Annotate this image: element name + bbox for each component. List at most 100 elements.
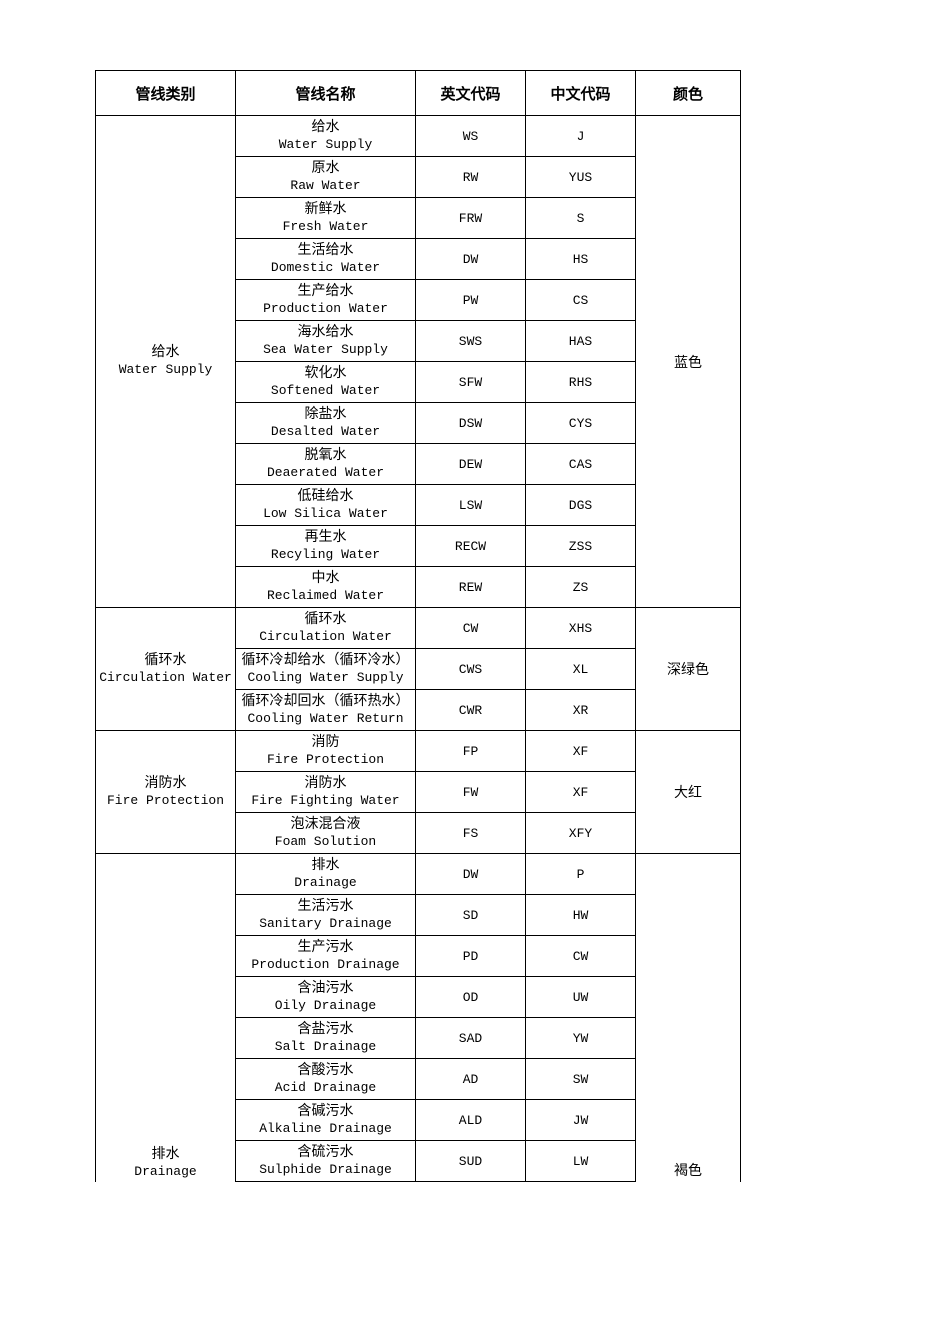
page: 管线类别 管线名称 英文代码 中文代码 颜色 给水Water Supply给水W…: [0, 0, 945, 1337]
name-zh: 含碱污水: [236, 1104, 415, 1121]
name-zh: 低硅给水: [236, 489, 415, 506]
category-cell: 排水Drainage: [96, 854, 236, 1182]
name-cell: 除盐水Desalted Water: [236, 403, 416, 444]
en-code-cell: PW: [416, 280, 526, 321]
name-cell: 含硫污水Sulphide Drainage: [236, 1141, 416, 1182]
table-row: 循环水Circulation Water循环水Circulation Water…: [96, 608, 741, 649]
name-en: Domestic Water: [236, 260, 415, 276]
name-zh: 新鲜水: [236, 202, 415, 219]
name-cell: 再生水Recyling Water: [236, 526, 416, 567]
en-code-cell: LSW: [416, 485, 526, 526]
cn-code-cell: CS: [526, 280, 636, 321]
name-en: Acid Drainage: [236, 1080, 415, 1096]
en-code-cell: REW: [416, 567, 526, 608]
name-en: Foam Solution: [236, 834, 415, 850]
cn-code-cell: ZS: [526, 567, 636, 608]
name-cell: 软化水Softened Water: [236, 362, 416, 403]
name-cell: 含盐污水Salt Drainage: [236, 1018, 416, 1059]
name-cell: 循环冷却给水（循环冷水）Cooling Water Supply: [236, 649, 416, 690]
en-code-cell: DW: [416, 854, 526, 895]
cn-code-cell: ZSS: [526, 526, 636, 567]
category-zh: 消防水: [96, 776, 235, 793]
cn-code-cell: UW: [526, 977, 636, 1018]
cn-code-cell: XHS: [526, 608, 636, 649]
name-zh: 中水: [236, 571, 415, 588]
en-code-cell: FW: [416, 772, 526, 813]
name-zh: 含硫污水: [236, 1145, 415, 1162]
name-cell: 新鲜水Fresh Water: [236, 198, 416, 239]
en-code-cell: DW: [416, 239, 526, 280]
name-cell: 海水给水Sea Water Supply: [236, 321, 416, 362]
name-zh: 排水: [236, 858, 415, 875]
color-cell: 深绿色: [636, 608, 741, 731]
name-en: Alkaline Drainage: [236, 1121, 415, 1137]
name-cell: 生产给水Production Water: [236, 280, 416, 321]
name-cell: 脱氧水Deaerated Water: [236, 444, 416, 485]
name-en: Desalted Water: [236, 424, 415, 440]
header-color: 颜色: [636, 71, 741, 116]
name-zh: 生活污水: [236, 899, 415, 916]
name-en: Deaerated Water: [236, 465, 415, 481]
name-cell: 循环水Circulation Water: [236, 608, 416, 649]
name-zh: 除盐水: [236, 407, 415, 424]
name-en: Sulphide Drainage: [236, 1162, 415, 1178]
en-code-cell: DEW: [416, 444, 526, 485]
en-code-cell: FP: [416, 731, 526, 772]
name-en: Fresh Water: [236, 219, 415, 235]
name-cell: 消防Fire Protection: [236, 731, 416, 772]
name-cell: 含碱污水Alkaline Drainage: [236, 1100, 416, 1141]
cn-code-cell: CAS: [526, 444, 636, 485]
name-zh: 泡沫混合液: [236, 817, 415, 834]
name-en: Circulation Water: [236, 629, 415, 645]
en-code-cell: CW: [416, 608, 526, 649]
cn-code-cell: S: [526, 198, 636, 239]
name-zh: 生活给水: [236, 243, 415, 260]
cn-code-cell: XF: [526, 772, 636, 813]
name-en: Production Drainage: [236, 957, 415, 973]
en-code-cell: CWR: [416, 690, 526, 731]
name-zh: 海水给水: [236, 325, 415, 342]
cn-code-cell: SW: [526, 1059, 636, 1100]
en-code-cell: RECW: [416, 526, 526, 567]
name-zh: 脱氧水: [236, 448, 415, 465]
category-cell: 给水Water Supply: [96, 116, 236, 608]
en-code-cell: AD: [416, 1059, 526, 1100]
category-zh: 排水: [96, 1147, 235, 1164]
name-zh: 软化水: [236, 366, 415, 383]
name-cell: 生活给水Domestic Water: [236, 239, 416, 280]
category-en: Fire Protection: [96, 793, 235, 809]
cn-code-cell: YW: [526, 1018, 636, 1059]
table-row: 给水Water Supply给水Water SupplyWSJ蓝色: [96, 116, 741, 157]
name-en: Softened Water: [236, 383, 415, 399]
en-code-cell: PD: [416, 936, 526, 977]
name-en: Salt Drainage: [236, 1039, 415, 1055]
name-en: Drainage: [236, 875, 415, 891]
en-code-cell: SUD: [416, 1141, 526, 1182]
name-en: Oily Drainage: [236, 998, 415, 1014]
cn-code-cell: DGS: [526, 485, 636, 526]
name-en: Sanitary Drainage: [236, 916, 415, 932]
name-en: Fire Protection: [236, 752, 415, 768]
name-cell: 原水Raw Water: [236, 157, 416, 198]
name-en: Sea Water Supply: [236, 342, 415, 358]
name-zh: 含油污水: [236, 981, 415, 998]
cn-code-cell: HW: [526, 895, 636, 936]
en-code-cell: SAD: [416, 1018, 526, 1059]
table-row: 排水Drainage排水DrainageDWP褐色: [96, 854, 741, 895]
name-en: Low Silica Water: [236, 506, 415, 522]
name-en: Raw Water: [236, 178, 415, 194]
name-zh: 再生水: [236, 530, 415, 547]
cn-code-cell: J: [526, 116, 636, 157]
cn-code-cell: CW: [526, 936, 636, 977]
header-name: 管线名称: [236, 71, 416, 116]
header-category: 管线类别: [96, 71, 236, 116]
name-cell: 低硅给水Low Silica Water: [236, 485, 416, 526]
en-code-cell: OD: [416, 977, 526, 1018]
cn-code-cell: P: [526, 854, 636, 895]
name-en: Recyling Water: [236, 547, 415, 563]
en-code-cell: SD: [416, 895, 526, 936]
name-zh: 生产污水: [236, 940, 415, 957]
table-body: 给水Water Supply给水Water SupplyWSJ蓝色原水Raw W…: [96, 116, 741, 1182]
category-en: Water Supply: [96, 362, 235, 378]
category-cell: 消防水Fire Protection: [96, 731, 236, 854]
